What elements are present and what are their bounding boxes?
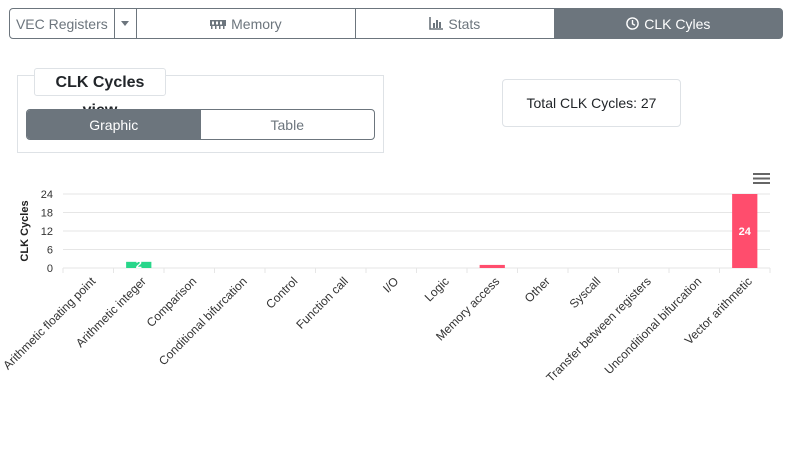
bar-data-label: 2: [136, 259, 142, 271]
total-clk-cycles-text: Total CLK Cycles: 27: [526, 95, 657, 111]
stats-label: Stats: [448, 15, 481, 32]
x-tick-label: Logic: [422, 274, 452, 304]
memory-tab[interactable]: Memory: [135, 8, 357, 39]
clk-cycles-label: CLK Cyles: [644, 15, 711, 32]
panel-title: CLK Cycles view: [34, 68, 166, 119]
caret-down-icon: [121, 21, 130, 26]
clock-icon: [626, 17, 640, 30]
x-tick-label: Unconditional bifurcation: [602, 274, 705, 377]
x-tick-label: Syscall: [567, 274, 604, 311]
table-button[interactable]: Table: [270, 116, 304, 133]
clk-cycles-chart: 0 6 12 18 24 CLK Cycles Arithmetic floating po…: [0, 189, 771, 385]
graphic-button[interactable]: Graphic: [27, 110, 201, 139]
x-tick-label: Conditional bifurcation: [156, 274, 250, 368]
y-tick-label: 12: [41, 226, 53, 238]
bar: [479, 264, 505, 268]
x-tick-label: Control: [263, 274, 300, 311]
x-tick-label: Comparison: [144, 274, 200, 330]
vec-registers-tab[interactable]: VEC Registers: [9, 8, 115, 39]
bar: [732, 194, 758, 268]
x-tick-label: I/O: [380, 274, 401, 295]
clk-cycles-tab[interactable]: CLK Cyles: [553, 8, 784, 39]
x-tick-label: Transfer between registers: [543, 274, 654, 385]
x-tick-label: Function call: [293, 274, 351, 332]
top-tab-bar: VEC Registers Memory Stats CLK Cyles: [9, 8, 784, 39]
x-tick-label: Other: [522, 274, 553, 305]
stats-tab[interactable]: Stats: [355, 8, 555, 39]
y-tick-label: 18: [41, 208, 53, 220]
view-toggle: Graphic Table: [26, 109, 375, 140]
clk-view-panel: [17, 75, 384, 153]
memory-label: Memory: [231, 15, 282, 32]
bar-chart-icon: [429, 17, 444, 30]
memory-icon: [210, 18, 227, 29]
x-tick-label: Arithmetic floating point: [0, 274, 99, 373]
bar: [126, 261, 152, 268]
vec-registers-label: VEC Registers: [15, 15, 108, 32]
bar-data-label: 24: [739, 226, 752, 238]
y-tick-label: 24: [41, 189, 53, 201]
total-clk-cycles: Total CLK Cycles: 27: [502, 79, 681, 127]
y-tick-label: 0: [47, 263, 53, 275]
y-axis-label: CLK Cycles: [19, 200, 31, 261]
y-tick-label: 6: [47, 245, 53, 257]
chart-menu-icon[interactable]: [753, 172, 770, 185]
vec-dropdown-toggle[interactable]: [113, 8, 137, 39]
